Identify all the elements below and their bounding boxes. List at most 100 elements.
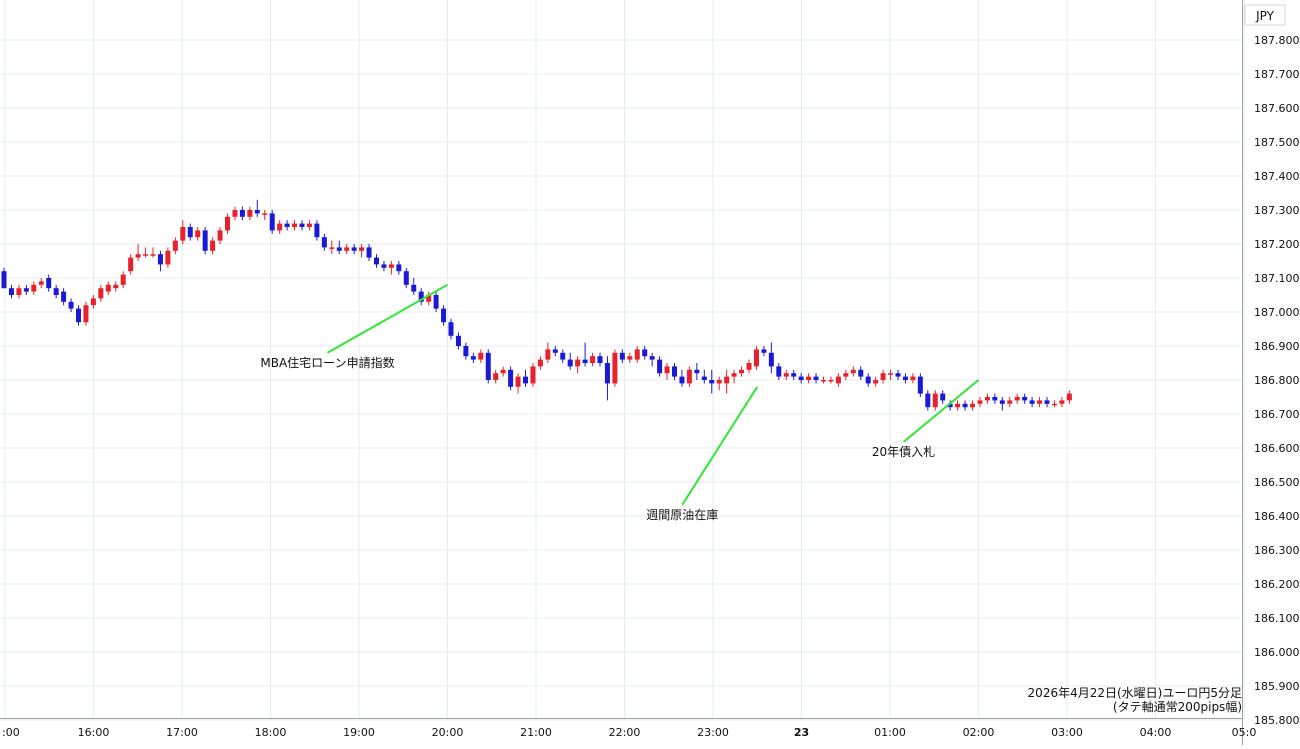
candle-body xyxy=(880,373,886,380)
caption-title: 2026年4月22日(水曜日)ユーロ円5分足 xyxy=(1027,686,1242,700)
candle xyxy=(1007,397,1013,408)
candle xyxy=(478,349,484,363)
candle xyxy=(269,210,275,234)
candle xyxy=(455,332,461,350)
candle xyxy=(970,400,975,411)
candle-body xyxy=(679,376,685,384)
candle xyxy=(917,373,923,397)
candle-body xyxy=(180,227,186,241)
candle-body xyxy=(374,257,379,265)
candle-body xyxy=(947,403,953,408)
candle xyxy=(1014,393,1020,404)
candle-body xyxy=(962,403,968,408)
candle xyxy=(537,356,543,370)
candle-body xyxy=(835,376,841,384)
candle-body xyxy=(984,397,990,401)
candle xyxy=(955,400,961,411)
candle xyxy=(642,346,648,360)
candle-body xyxy=(306,223,312,227)
candle xyxy=(597,352,603,367)
candle xyxy=(545,342,551,363)
candle xyxy=(843,369,849,380)
candle-body xyxy=(120,274,126,285)
candle xyxy=(664,363,670,380)
candle xyxy=(426,291,432,306)
candle-body xyxy=(344,247,350,251)
candle xyxy=(604,356,610,401)
candle-body xyxy=(761,349,767,353)
candle-body xyxy=(1007,400,1013,404)
candle xyxy=(679,369,685,387)
candle xyxy=(299,220,305,231)
candle-body xyxy=(999,400,1005,404)
candle-body xyxy=(76,308,81,323)
candle xyxy=(344,244,350,255)
candle-body xyxy=(172,240,178,251)
x-tick-label: 19:00 xyxy=(343,726,375,739)
candle xyxy=(232,206,238,221)
candle-body xyxy=(910,376,916,380)
candle-body xyxy=(239,210,245,217)
candle xyxy=(962,400,968,411)
candle xyxy=(984,393,990,404)
candle-body xyxy=(381,264,387,268)
candle-body xyxy=(560,352,566,360)
candle xyxy=(165,247,171,268)
candle-body xyxy=(359,247,365,251)
candle xyxy=(23,284,29,295)
candle-body xyxy=(500,369,506,374)
candle-body xyxy=(418,291,424,302)
candle xyxy=(187,223,193,241)
candle xyxy=(813,373,819,384)
candle xyxy=(1029,397,1035,408)
candle-body xyxy=(135,254,141,258)
candle-body xyxy=(783,373,789,377)
candle xyxy=(90,295,96,309)
candle xyxy=(672,363,677,380)
candle-body xyxy=(485,352,491,380)
candle-body xyxy=(1044,400,1050,404)
y-tick-label: 185.800 xyxy=(1254,714,1300,727)
candle-body xyxy=(649,356,655,360)
annotation-label: MBA住宅ローン申請指数 xyxy=(260,355,394,370)
candle xyxy=(657,356,663,377)
x-tick-label: 02:00 xyxy=(963,726,995,739)
candle xyxy=(746,359,752,374)
candle-body xyxy=(38,281,44,285)
candle xyxy=(448,318,454,340)
candle-body xyxy=(1066,393,1072,401)
candle-body xyxy=(895,373,901,377)
candle-body xyxy=(53,288,59,295)
y-tick-label: 187.800 xyxy=(1254,34,1300,47)
candle xyxy=(590,352,596,367)
candle xyxy=(1037,397,1043,408)
candle-body xyxy=(977,400,983,404)
candle-body xyxy=(1037,400,1043,404)
annotation-label: 週間原油在庫 xyxy=(646,508,718,522)
candle xyxy=(150,247,156,258)
candle xyxy=(210,237,216,255)
candle xyxy=(1051,400,1057,408)
candle-body xyxy=(686,369,692,384)
candle-body xyxy=(582,359,588,363)
candle xyxy=(292,220,298,231)
candle xyxy=(858,366,864,380)
candle xyxy=(1059,397,1065,408)
candle xyxy=(277,220,283,234)
y-tick-label: 187.400 xyxy=(1254,170,1300,183)
candle xyxy=(128,254,134,275)
candle xyxy=(16,284,22,299)
candle-body xyxy=(739,369,745,374)
candle-body xyxy=(955,403,961,408)
y-tick-label: 187.300 xyxy=(1254,204,1300,217)
candle-body xyxy=(262,213,268,215)
candle xyxy=(523,369,528,387)
candle-body xyxy=(1051,403,1057,406)
y-tick-label: 187.200 xyxy=(1254,238,1300,251)
candle xyxy=(396,261,402,275)
candle-body xyxy=(470,356,476,360)
candle-body xyxy=(61,291,67,302)
candle xyxy=(724,369,730,394)
x-tick-label: 03:00 xyxy=(1051,726,1083,739)
